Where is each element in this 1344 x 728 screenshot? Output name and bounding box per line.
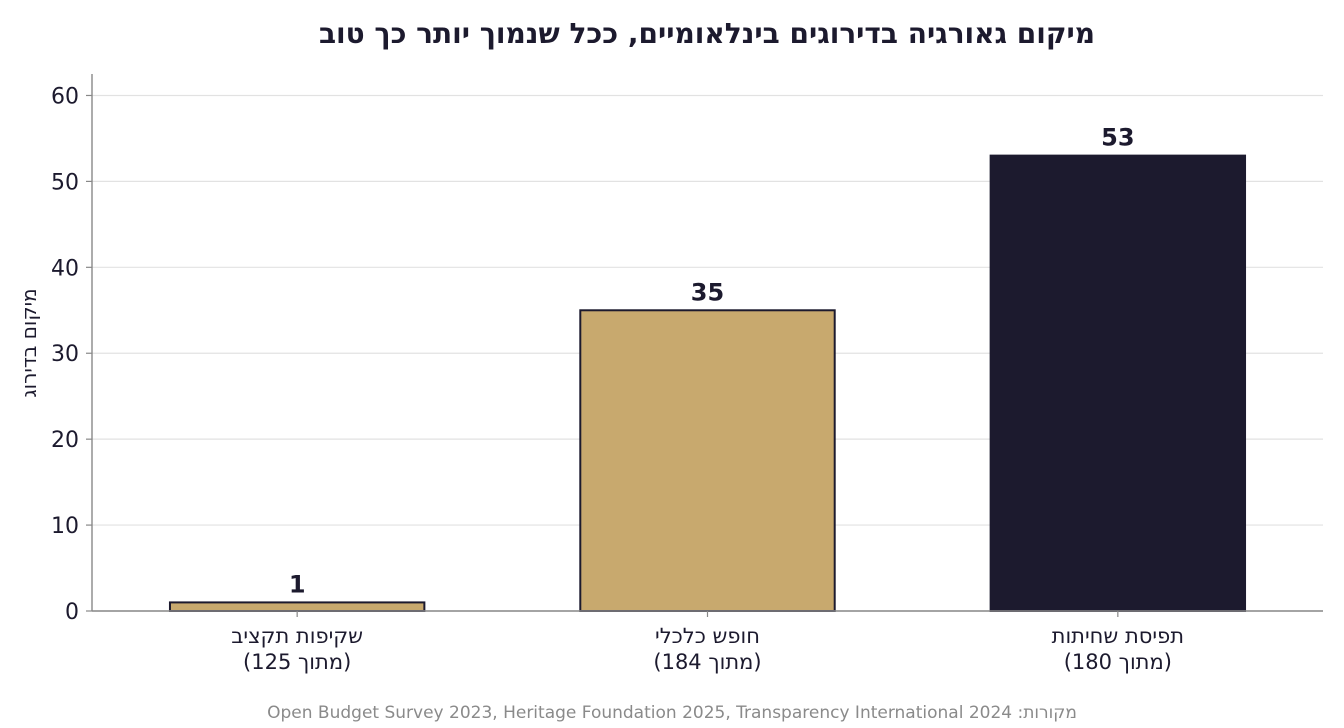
bar [579,309,836,612]
y-tick-label: 20 [51,428,79,453]
y-tick-label: 50 [51,170,79,195]
source-note: מקורות: Open Budget Survey 2023, Heritag… [267,703,1077,723]
y-tick-label: 0 [65,600,79,625]
x-tick-sublabel: (מתוך 180) [1064,650,1172,674]
y-tick-labels: 0 10 20 30 40 50 60 [51,84,79,625]
x-tick-sublabel: (מתוך 184) [653,650,761,674]
value-label: 35 [691,278,724,306]
y-axis-label: מיקום בדירוג [17,288,41,397]
chart-title: מיקום גאורגיה בדירוגים בינלאומיים, ככל ש… [319,17,1095,50]
bar [168,601,426,613]
x-tick-labels: שקיפות תקציב(מתוך 125)חופש כלכלי(מתוך 18… [231,624,1184,674]
bar [989,154,1247,612]
y-tick-label: 40 [51,256,79,281]
x-tick-label: חופש כלכלי [655,624,760,648]
value-labels: 1 35 53 [289,124,1135,599]
y-tick-label: 30 [51,342,79,367]
value-label: 53 [1101,124,1134,152]
bars [168,154,1247,613]
x-tick-label: שקיפות תקציב [231,624,363,648]
y-tick-label: 10 [51,514,79,539]
x-tick-label: תפיסת שחיתות [1052,624,1184,648]
value-label: 1 [289,570,306,598]
axes [86,74,1323,617]
x-tick-sublabel: (מתוך 125) [243,650,351,674]
y-tick-label: 60 [51,84,79,109]
